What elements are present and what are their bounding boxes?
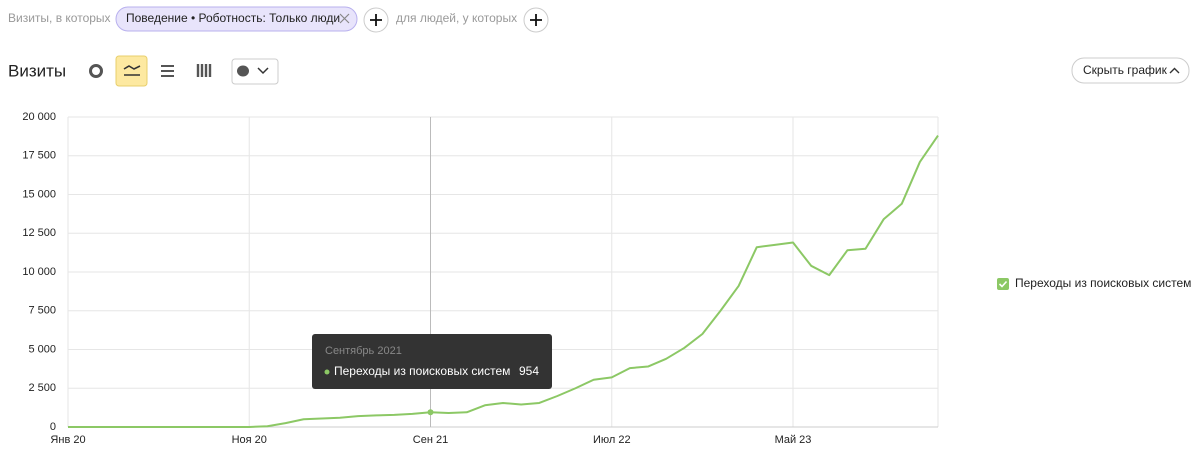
hide-chart-button[interactable]: [1071, 57, 1190, 84]
tooltip-dot: [324, 369, 330, 375]
y-tick-label: 17 500: [22, 150, 56, 162]
x-tick-label: Янв 20: [50, 434, 85, 446]
tooltip-series: Переходы из поисковых систем: [334, 364, 510, 378]
line-view-button[interactable]: [115, 55, 148, 87]
plus-icon: [530, 14, 542, 26]
comment-icon: [237, 65, 249, 77]
bar-view-icon[interactable]: [196, 64, 212, 77]
pie-view-icon[interactable]: [89, 64, 103, 78]
chevron-up: [1169, 67, 1180, 74]
legend-check: [998, 280, 1008, 288]
area-view-icon[interactable]: [161, 65, 174, 77]
y-tick-label: 20 000: [22, 111, 56, 123]
series-line: [68, 135, 939, 428]
chip-remove[interactable]: [339, 13, 350, 24]
plus-icon: [370, 14, 382, 26]
legend-label: Переходы из поисковых систем: [1015, 276, 1191, 290]
tooltip-title: Сентябрь 2021: [325, 345, 402, 357]
x-tick-label: Май 23: [775, 434, 812, 446]
tooltip-value: 954: [519, 364, 539, 378]
y-tick-label: 12 500: [22, 227, 56, 239]
y-tick-label: 15 000: [22, 188, 56, 200]
filter-suffix: для людей, у которых: [396, 11, 517, 25]
y-tick-label: 7 500: [28, 305, 56, 317]
y-tick-label: 5 000: [28, 343, 56, 355]
filter-prefix: Визиты, в которых: [8, 11, 111, 25]
y-tick-label: 0: [50, 421, 56, 433]
report-title: Визиты: [8, 61, 66, 80]
line-view-icon: [123, 65, 141, 76]
x-tick-label: Ноя 20: [232, 434, 267, 446]
legend-checkbox[interactable]: [997, 278, 1009, 290]
annotations-button[interactable]: [231, 58, 279, 85]
x-tick-label: Июл 22: [593, 434, 631, 446]
tooltip: [312, 334, 552, 389]
chart: 0 2 500 5 000 7 500 10 000 12 500 15 000 17 500…: [22, 111, 1191, 446]
filter-chip[interactable]: [115, 6, 358, 32]
chevron: [257, 67, 269, 75]
hide-chart-label: Скрыть график: [1083, 63, 1168, 77]
hover-point: [427, 409, 434, 416]
x-tick-label: Сен 21: [413, 434, 448, 446]
y-tick-label: 10 000: [22, 266, 56, 278]
filter-chip-label: Поведение • Роботность: Только люди: [126, 11, 340, 25]
y-tick-label: 2 500: [28, 382, 56, 394]
